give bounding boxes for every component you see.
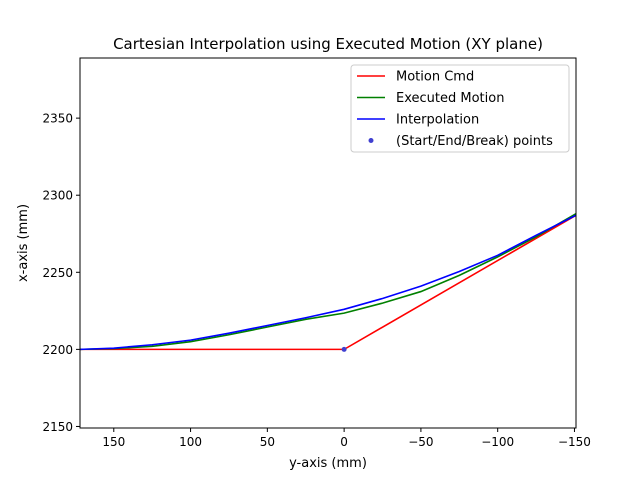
x-tick-label: 0 (340, 435, 348, 449)
x-tick-label: −150 (558, 435, 591, 449)
legend: Motion Cmd Executed Motion Interpolation (S… (350, 64, 570, 153)
chart-title: Cartesian Interpolation using Executed M… (113, 35, 543, 53)
series-line-executed-motion (79, 213, 577, 351)
legend-swatch-marker (368, 138, 374, 143)
x-tick-label: 100 (179, 435, 202, 449)
y-axis-label: x-axis (mm) (16, 204, 31, 282)
y-tick-label: 2250 (42, 266, 73, 280)
x-axis-label: y-axis (mm) (289, 456, 367, 471)
plot-series (79, 213, 577, 352)
legend-box (350, 64, 570, 153)
legend-label: (Start/End/Break) points (396, 134, 553, 149)
x-axis: 150 100 50 0 −50 −100 −150 (102, 428, 591, 449)
plot-frame (79, 57, 577, 429)
y-axis: 2150 2200 2250 2300 2350 (42, 112, 80, 434)
legend-label: Executed Motion (396, 91, 504, 106)
series-line-interpolation (79, 214, 577, 351)
scatter-point-start-end-break-points (341, 346, 347, 352)
x-tick-label: 50 (260, 435, 275, 449)
y-tick-label: 2350 (42, 112, 73, 126)
x-tick-label: −50 (408, 435, 433, 449)
x-tick-label: 150 (102, 435, 125, 449)
x-tick-label: −100 (481, 435, 514, 449)
legend-label: Motion Cmd (396, 70, 474, 85)
legend-label: Interpolation (396, 113, 479, 128)
y-tick-label: 2200 (42, 343, 73, 357)
y-tick-label: 2300 (42, 189, 73, 203)
y-tick-label: 2150 (42, 420, 73, 434)
